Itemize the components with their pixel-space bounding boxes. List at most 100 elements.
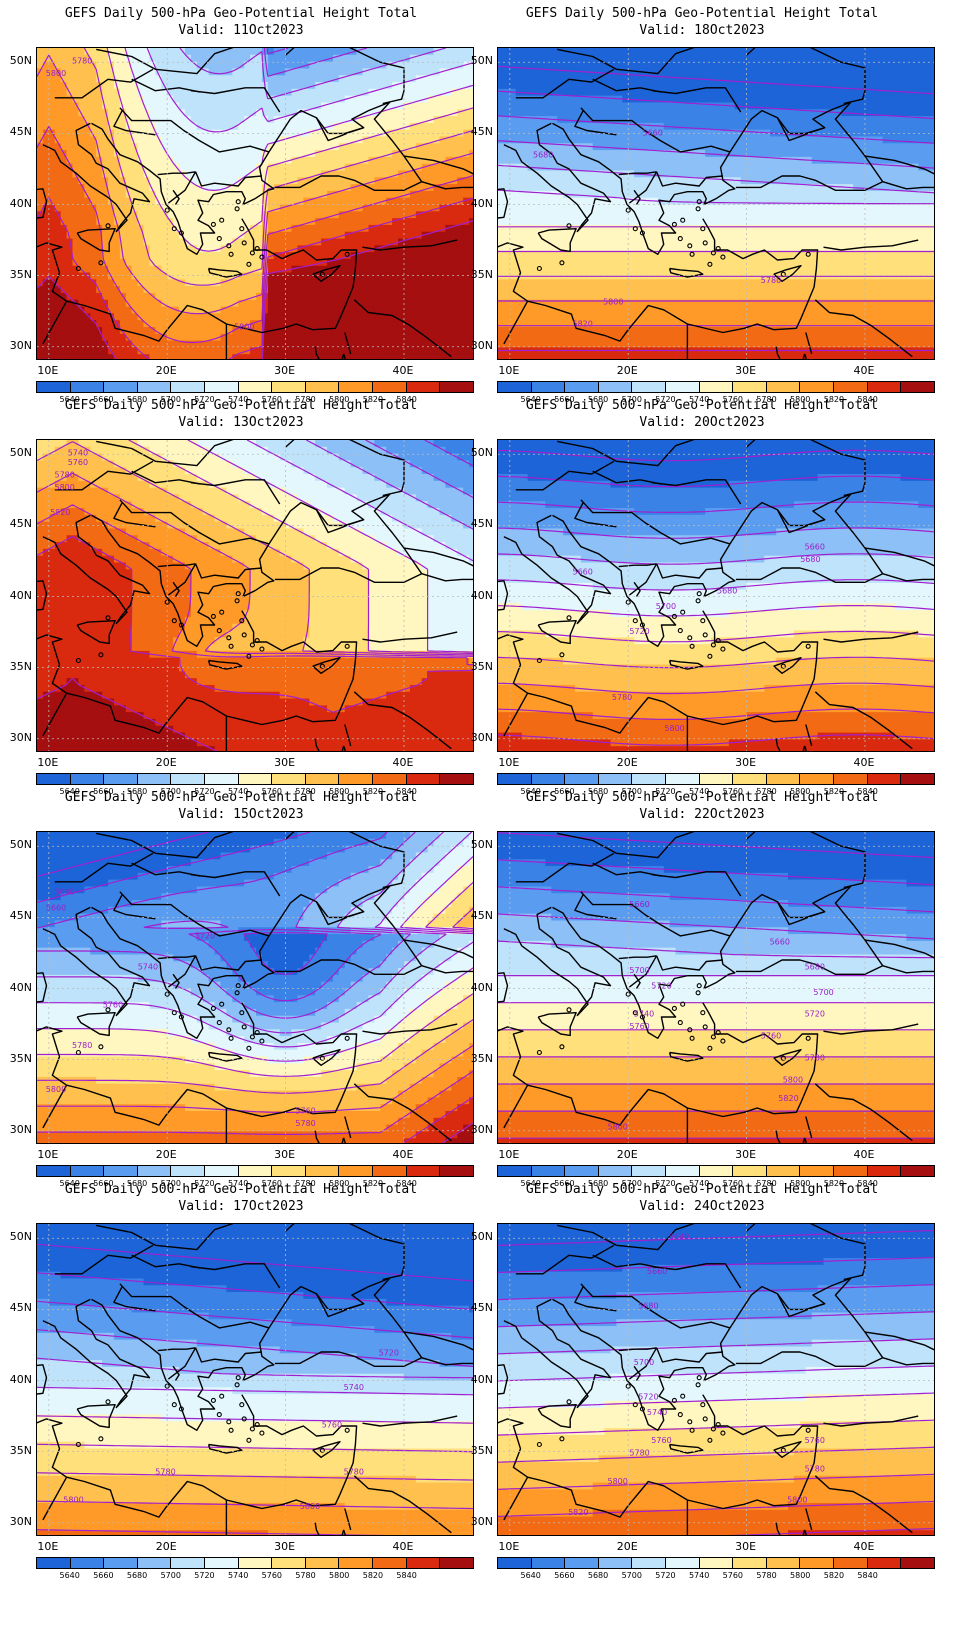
contour-label: 5660	[643, 129, 663, 138]
colorbar-swatch	[800, 1166, 835, 1176]
colorbar-label: 5680	[122, 787, 152, 796]
colorbar-label: 5780	[291, 1179, 321, 1188]
colorbar-swatch	[666, 774, 700, 784]
colorbar-label: 5820	[358, 395, 388, 404]
contour-label: 5680	[805, 963, 825, 972]
colorbar-swatch	[339, 1166, 374, 1176]
colorbar-label: 5760	[257, 395, 287, 404]
contour-label: 5780	[155, 1467, 175, 1476]
contour-label: 5660	[573, 568, 593, 577]
colorbar-label: 5760	[718, 395, 748, 404]
height-map: 5640 5660 5720 5740 5760 5780 5800 5760 5780	[36, 831, 474, 1144]
colorbar-label: 5700	[156, 1571, 186, 1580]
colorbar-swatch	[766, 1166, 801, 1176]
colorbar-swatch	[699, 774, 734, 784]
contour-plot: 5640 5660 5720 5740 5760 5780 5800 5760 5780	[37, 832, 473, 1143]
valid-date: Valid: 11Oct2023	[0, 22, 482, 39]
colorbar-label: 5700	[617, 787, 647, 796]
colorbar-swatch	[373, 1558, 407, 1568]
colorbar-swatch	[272, 382, 306, 392]
colorbar-label: 5660	[549, 1179, 579, 1188]
contour-lines	[37, 1243, 473, 1535]
colorbar	[36, 1557, 474, 1569]
contour-label: 5780	[805, 1464, 825, 1473]
contour-label: 5720	[805, 1010, 825, 1019]
colorbar-swatch	[339, 774, 374, 784]
contour-label: 5800	[664, 724, 684, 733]
height-map: 5660 5680 5660 5680 5700 5720 5780 5800	[497, 439, 935, 752]
colorbar-swatch	[272, 1558, 306, 1568]
colorbar-swatch	[171, 774, 206, 784]
lon-tick-label: 30E	[270, 1148, 300, 1161]
colorbar-swatch	[171, 1558, 206, 1568]
panel-title: GEFS Daily 500-hPa Geo-Potential Height …	[0, 397, 482, 414]
colorbar-label: 5720	[650, 395, 680, 404]
colorbar-swatch	[137, 382, 172, 392]
map-panel: GEFS Daily 500-hPa Geo-Potential Height …	[0, 784, 482, 1194]
contour-label: 5640	[669, 1233, 689, 1242]
contour-plot: 5660566056805700572057005720574057605760…	[498, 832, 934, 1143]
lat-tick-label: 40N	[465, 1373, 493, 1386]
contour-label: 5660	[805, 543, 825, 552]
contour-label: 5660	[629, 900, 649, 909]
colorbar-swatch	[901, 382, 934, 392]
lon-tick-label: 10E	[494, 364, 524, 377]
colorbar-label: 5800	[324, 395, 354, 404]
lat-tick-label: 40N	[4, 197, 32, 210]
coastlines	[37, 48, 473, 359]
colorbar-label: 5780	[291, 395, 321, 404]
colorbar-label: 5820	[819, 787, 849, 796]
map-panel: GEFS Daily 500-hPa Geo-Potential Height …	[0, 1176, 482, 1586]
colorbar-label: 5740	[223, 395, 253, 404]
contour-plot: 5660 5680 5780 5800 5820	[498, 48, 934, 359]
colorbar-swatch	[205, 382, 239, 392]
colorbar-swatch	[733, 774, 767, 784]
lat-tick-label: 45N	[4, 909, 32, 922]
colorbar-label: 5840	[853, 1571, 883, 1580]
contour-label: 5740	[647, 1408, 667, 1417]
colorbar-label: 5820	[358, 1179, 388, 1188]
colorbar-swatch	[867, 382, 902, 392]
contour-lines	[37, 832, 473, 1143]
colorbar-swatch	[70, 382, 105, 392]
colorbar-label: 5800	[324, 787, 354, 796]
colorbar	[36, 1165, 474, 1177]
contour-label: 5640	[55, 888, 75, 897]
colorbar-label: 5680	[122, 1179, 152, 1188]
height-map: 5740 5760 5780 5800 5820	[36, 439, 474, 752]
lat-tick-label: 50N	[4, 446, 32, 459]
lon-tick-label: 30E	[731, 756, 761, 769]
lat-lon-grid	[498, 48, 934, 359]
colorbar-label: 5700	[617, 1179, 647, 1188]
colorbar-label: 5820	[358, 787, 388, 796]
lat-tick-label: 45N	[465, 517, 493, 530]
contour-label: 5780	[72, 1041, 92, 1050]
colorbar-swatch	[565, 1558, 599, 1568]
contour-labels: 5720 5740 5760 5780 5780 5800 5800	[63, 1349, 399, 1511]
colorbar-swatch	[406, 774, 441, 784]
contour-lines	[498, 65, 934, 352]
lon-tick-label: 10E	[33, 1540, 63, 1553]
colorbar-label: 5760	[257, 787, 287, 796]
colorbar-swatch	[373, 1166, 407, 1176]
lat-tick-label: 35N	[465, 1052, 493, 1065]
colorbar-label: 5680	[583, 1179, 613, 1188]
colorbar-swatch	[440, 1558, 473, 1568]
contour-label: 5800	[46, 69, 66, 78]
contour-label: 5740	[68, 449, 88, 458]
colorbar-swatch	[800, 382, 835, 392]
colorbar-swatch	[37, 382, 71, 392]
colorbar-swatch	[800, 1558, 835, 1568]
colorbar-label: 5640	[516, 787, 546, 796]
colorbar-label: 5640	[55, 1571, 85, 1580]
contour-label: 5700	[656, 602, 676, 611]
colorbar-label: 5740	[223, 1571, 253, 1580]
colorbar-swatch	[406, 382, 441, 392]
colorbar-swatch	[305, 774, 340, 784]
colorbar-label: 5680	[583, 1571, 613, 1580]
lon-tick-label: 10E	[494, 756, 524, 769]
colorbar-swatch	[598, 382, 633, 392]
